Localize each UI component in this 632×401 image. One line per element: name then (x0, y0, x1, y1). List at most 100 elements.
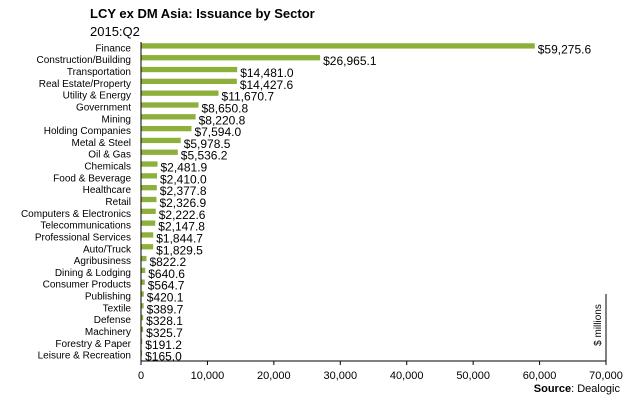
value-labels: $59,275.6 $26,965.1 $14,481.0$14,427.6$11,… (145, 42, 591, 363)
bar (141, 149, 178, 155)
category-label: Auto/Truck (83, 244, 132, 255)
bar (141, 137, 181, 144)
value-label: $2,147.8 (158, 220, 205, 234)
bar (141, 220, 156, 226)
value-label: $165.0 (145, 350, 182, 364)
value-label: $5,536.2 (181, 149, 228, 163)
bar (141, 114, 196, 120)
value-label: $11,670.7 (222, 90, 275, 104)
category-label: Metal & Steel (72, 138, 131, 149)
chart-subtitle: 2015:Q2 (90, 24, 140, 39)
value-label: $325.7 (146, 326, 183, 340)
chart-title: LCY ex DM Asia: Issuance by Sector (90, 6, 315, 21)
category-label: Holding Companies (44, 126, 131, 137)
category-label: Chemicals (84, 162, 131, 173)
category-label: Agribusiness (74, 256, 131, 267)
source-value: : Dealogic (571, 383, 620, 395)
x-axis-ticks: 0 10,000 20,000 30,000 40,000 50,000 60,000 70,… (138, 361, 623, 382)
bar (141, 196, 157, 203)
bar (141, 161, 158, 167)
x-tick-label: 0 (138, 370, 144, 382)
bar (141, 90, 219, 96)
category-label: Food & Beverage (53, 173, 131, 184)
value-label: $26,965.1 (323, 54, 377, 68)
unit-label: $ millions (593, 304, 604, 346)
bar (141, 255, 147, 262)
category-label: Dining & Lodging (55, 268, 131, 279)
bar (141, 208, 156, 214)
x-tick-label: 30,000 (323, 370, 357, 382)
value-label: $2,410.0 (160, 172, 207, 186)
bar (141, 244, 154, 250)
category-labels: FinanceConstruction/BuildingTransportati… (21, 43, 132, 361)
value-label: $191.2 (145, 338, 182, 352)
source-label: Source (533, 383, 572, 395)
category-label: Healthcare (83, 185, 132, 196)
category-label: Professional Services (35, 232, 131, 243)
x-tick-label: 40,000 (390, 370, 424, 382)
bar (141, 267, 146, 274)
x-tick-label: 50,000 (456, 370, 490, 382)
x-tick-label: 70,000 (589, 370, 623, 382)
bar (141, 173, 158, 179)
category-label: Computers & Electronics (21, 209, 131, 220)
value-label: $59,275.6 (538, 42, 592, 56)
category-label: Finance (95, 43, 131, 54)
value-label: $14,481.0 (240, 66, 294, 80)
category-label: Machinery (85, 327, 131, 338)
value-label: $2,222.6 (159, 208, 206, 222)
category-label: Forestry & Paper (55, 339, 131, 350)
bar (141, 338, 143, 344)
bar (141, 279, 145, 285)
value-label: $389.7 (147, 302, 184, 316)
bar (141, 66, 238, 73)
value-label: $2,326.9 (159, 196, 206, 210)
value-label: $2,481.9 (160, 161, 207, 175)
value-label: $14,427.6 (240, 78, 294, 92)
category-label: Retail (105, 197, 131, 208)
category-label: Mining (102, 114, 131, 125)
bar (141, 55, 321, 61)
bar (141, 326, 144, 333)
x-tick-label: 60,000 (523, 370, 557, 382)
category-label: Leisure & Recreation (38, 351, 131, 362)
bar (141, 125, 192, 132)
category-label: Telecommunications (40, 221, 131, 232)
bar (141, 350, 143, 356)
bar (141, 303, 144, 309)
category-label: Transportation (67, 67, 131, 78)
value-label: $420.1 (147, 291, 184, 305)
source-note: Source: Dealogic (534, 383, 620, 395)
bar (141, 314, 144, 321)
value-label: $5,978.5 (184, 137, 231, 151)
bar (141, 291, 144, 297)
value-label: $328.1 (146, 314, 183, 328)
value-label: $8,650.8 (201, 101, 248, 115)
category-label: Publishing (85, 292, 131, 303)
x-tick-label: 20,000 (257, 370, 291, 382)
value-label: $564.7 (148, 279, 185, 293)
bars (141, 43, 535, 356)
value-label: $2,377.8 (160, 184, 207, 198)
bar (141, 78, 237, 85)
bar (141, 102, 199, 108)
category-label: Textile (103, 303, 132, 314)
value-label: $822.2 (149, 255, 186, 269)
value-label: $7,594.0 (194, 125, 241, 139)
category-label: Construction/Building (37, 55, 132, 66)
value-label: $1,844.7 (156, 231, 203, 245)
category-label: Oil & Gas (88, 150, 131, 161)
bar (141, 232, 154, 238)
bar (141, 185, 157, 191)
value-label: $640.6 (148, 267, 185, 281)
category-label: Utility & Energy (63, 91, 131, 102)
bar (141, 43, 535, 49)
x-tick-label: 10,000 (191, 370, 225, 382)
value-label: $1,829.5 (156, 243, 203, 257)
value-label: $8,220.8 (199, 113, 246, 127)
category-label: Government (76, 102, 131, 113)
category-label: Real Estate/Property (39, 79, 131, 90)
category-label: Consumer Products (43, 280, 131, 291)
axes (140, 42, 607, 362)
